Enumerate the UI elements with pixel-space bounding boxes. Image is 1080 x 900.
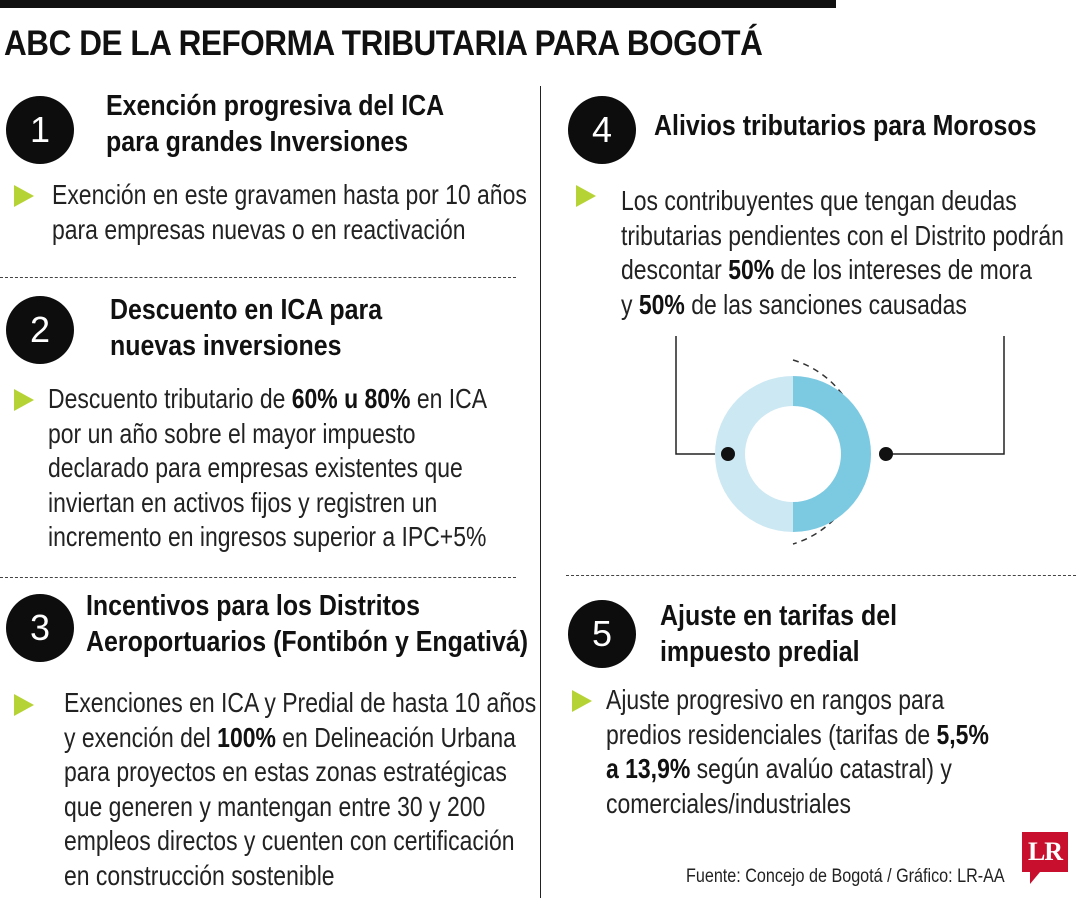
- section-2-number: 2: [6, 296, 74, 364]
- section-1-heading: Exención progresiva del ICA para grandes…: [106, 88, 444, 160]
- section-3-body-line: en construcción sostenible: [64, 859, 335, 891]
- left-connector-line: [675, 336, 728, 455]
- section-2-body-line: Descuento tributario de 60% u 80% en ICA: [48, 383, 488, 414]
- section-2-heading-line: nuevas inversiones: [110, 330, 342, 362]
- section-1-body-line: para empresas nuevas o en reactivación: [52, 213, 466, 245]
- section-2-body-line: inviertan en activos fijos y registren u…: [48, 486, 438, 518]
- section-1-body: Exención en este gravamen hasta por 10 a…: [52, 178, 527, 247]
- section-1-heading-line: para grandes Inversiones: [106, 126, 409, 158]
- section-5-body-line: predios residenciales (tarifas de 5,5%: [606, 718, 989, 750]
- section-4-body-line: Los contribuyentes que tengan deudas: [621, 185, 1017, 216]
- section-2-body: Descuento tributario de 60% u 80% en ICA…: [48, 382, 487, 555]
- top-rule: [0, 0, 836, 8]
- bullet-arrow-icon: [14, 185, 34, 207]
- section-5-body-line: Ajuste progresivo en rangos para: [606, 684, 945, 715]
- section-divider-2-3: [0, 577, 516, 578]
- bullet-arrow-icon: [572, 690, 592, 712]
- section-4-body-line: tributarias pendientes con el Distrito p…: [621, 219, 1064, 251]
- section-1-heading-line: Exención progresiva del ICA: [106, 90, 445, 122]
- section-2-heading-line: Descuento en ICA para: [110, 294, 383, 326]
- bullet-arrow-icon: [14, 389, 34, 411]
- bullet-arrow-icon: [576, 185, 596, 207]
- section-5-heading: Ajuste en tarifas del impuesto predial: [660, 598, 897, 670]
- section-4-body: Los contribuyentes que tengan deudas tri…: [621, 184, 1064, 322]
- section-3-body: Exenciones en ICA y Predial de hasta 10 …: [64, 686, 536, 893]
- section-2-body-line: por un año sobre el mayor impuesto: [48, 417, 416, 449]
- section-2-body-line: incremento en ingresos superior a IPC+5%: [48, 521, 487, 552]
- section-1-number: 1: [6, 96, 74, 164]
- donut-right-segment: [793, 376, 871, 532]
- section-3-body-line: y exención del 100% en Delineación Urban…: [64, 721, 516, 753]
- section-3-number: 3: [6, 594, 74, 662]
- section-3-body-line: para proyectos en estas zonas estratégic…: [64, 756, 507, 787]
- section-5-heading-line: impuesto predial: [660, 636, 860, 668]
- section-3-heading: Incentivos para los Distritos Aeroportua…: [86, 588, 528, 660]
- section-3-body-line: que generen y mantengan entre 30 y 200: [64, 790, 486, 822]
- page-title: ABC DE LA REFORMA TRIBUTARIA PARA BOGOTÁ: [4, 24, 763, 63]
- lr-logo-tail: [1030, 872, 1040, 884]
- section-3-body-line: Exenciones en ICA y Predial de hasta 10 …: [64, 687, 537, 718]
- section-4-heading-line: Alivios tributarios para Morosos: [654, 110, 1037, 142]
- section-5-body: Ajuste progresivo en rangos para predios…: [606, 683, 989, 821]
- bullet-arrow-icon: [14, 694, 34, 716]
- column-divider: [540, 86, 541, 898]
- section-5-number: 5: [568, 600, 636, 668]
- section-1-body-line: Exención en este gravamen hasta por 10 a…: [52, 179, 527, 210]
- section-divider-4-5: [566, 575, 1076, 576]
- source-credit: Fuente: Concejo de Bogotá / Gráfico: LR-…: [686, 866, 1005, 887]
- section-4-number: 4: [568, 96, 636, 164]
- section-4-heading: Alivios tributarios para Morosos: [654, 108, 1036, 144]
- section-4-body-line: y 50% de las sanciones causadas: [621, 288, 967, 320]
- section-5-heading-line: Ajuste en tarifas del: [660, 600, 898, 632]
- section-3-body-line: empleos directos y cuenten con certifica…: [64, 825, 515, 856]
- section-3-heading-line: Aeroportuarios (Fontibón y Engativá): [86, 626, 529, 658]
- section-5-body-line: a 13,9% según avalúo catastral) y: [606, 753, 952, 784]
- lr-logo: LR: [1022, 832, 1068, 872]
- section-5-body-line: comerciales/industriales: [606, 787, 852, 819]
- section-divider-1-2: [0, 277, 516, 278]
- section-2-body-line: declarado para empresas existentes que: [48, 452, 463, 483]
- right-connector-line: [886, 336, 1005, 455]
- right-connector-dot: [879, 447, 893, 461]
- section-2-heading: Descuento en ICA para nuevas inversiones: [110, 292, 382, 364]
- section-4-body-line: descontar 50% de los intereses de mora: [621, 254, 1032, 285]
- donut-left-segment: [715, 376, 793, 532]
- section-3-heading-line: Incentivos para los Distritos: [86, 590, 421, 622]
- left-connector-dot: [721, 447, 735, 461]
